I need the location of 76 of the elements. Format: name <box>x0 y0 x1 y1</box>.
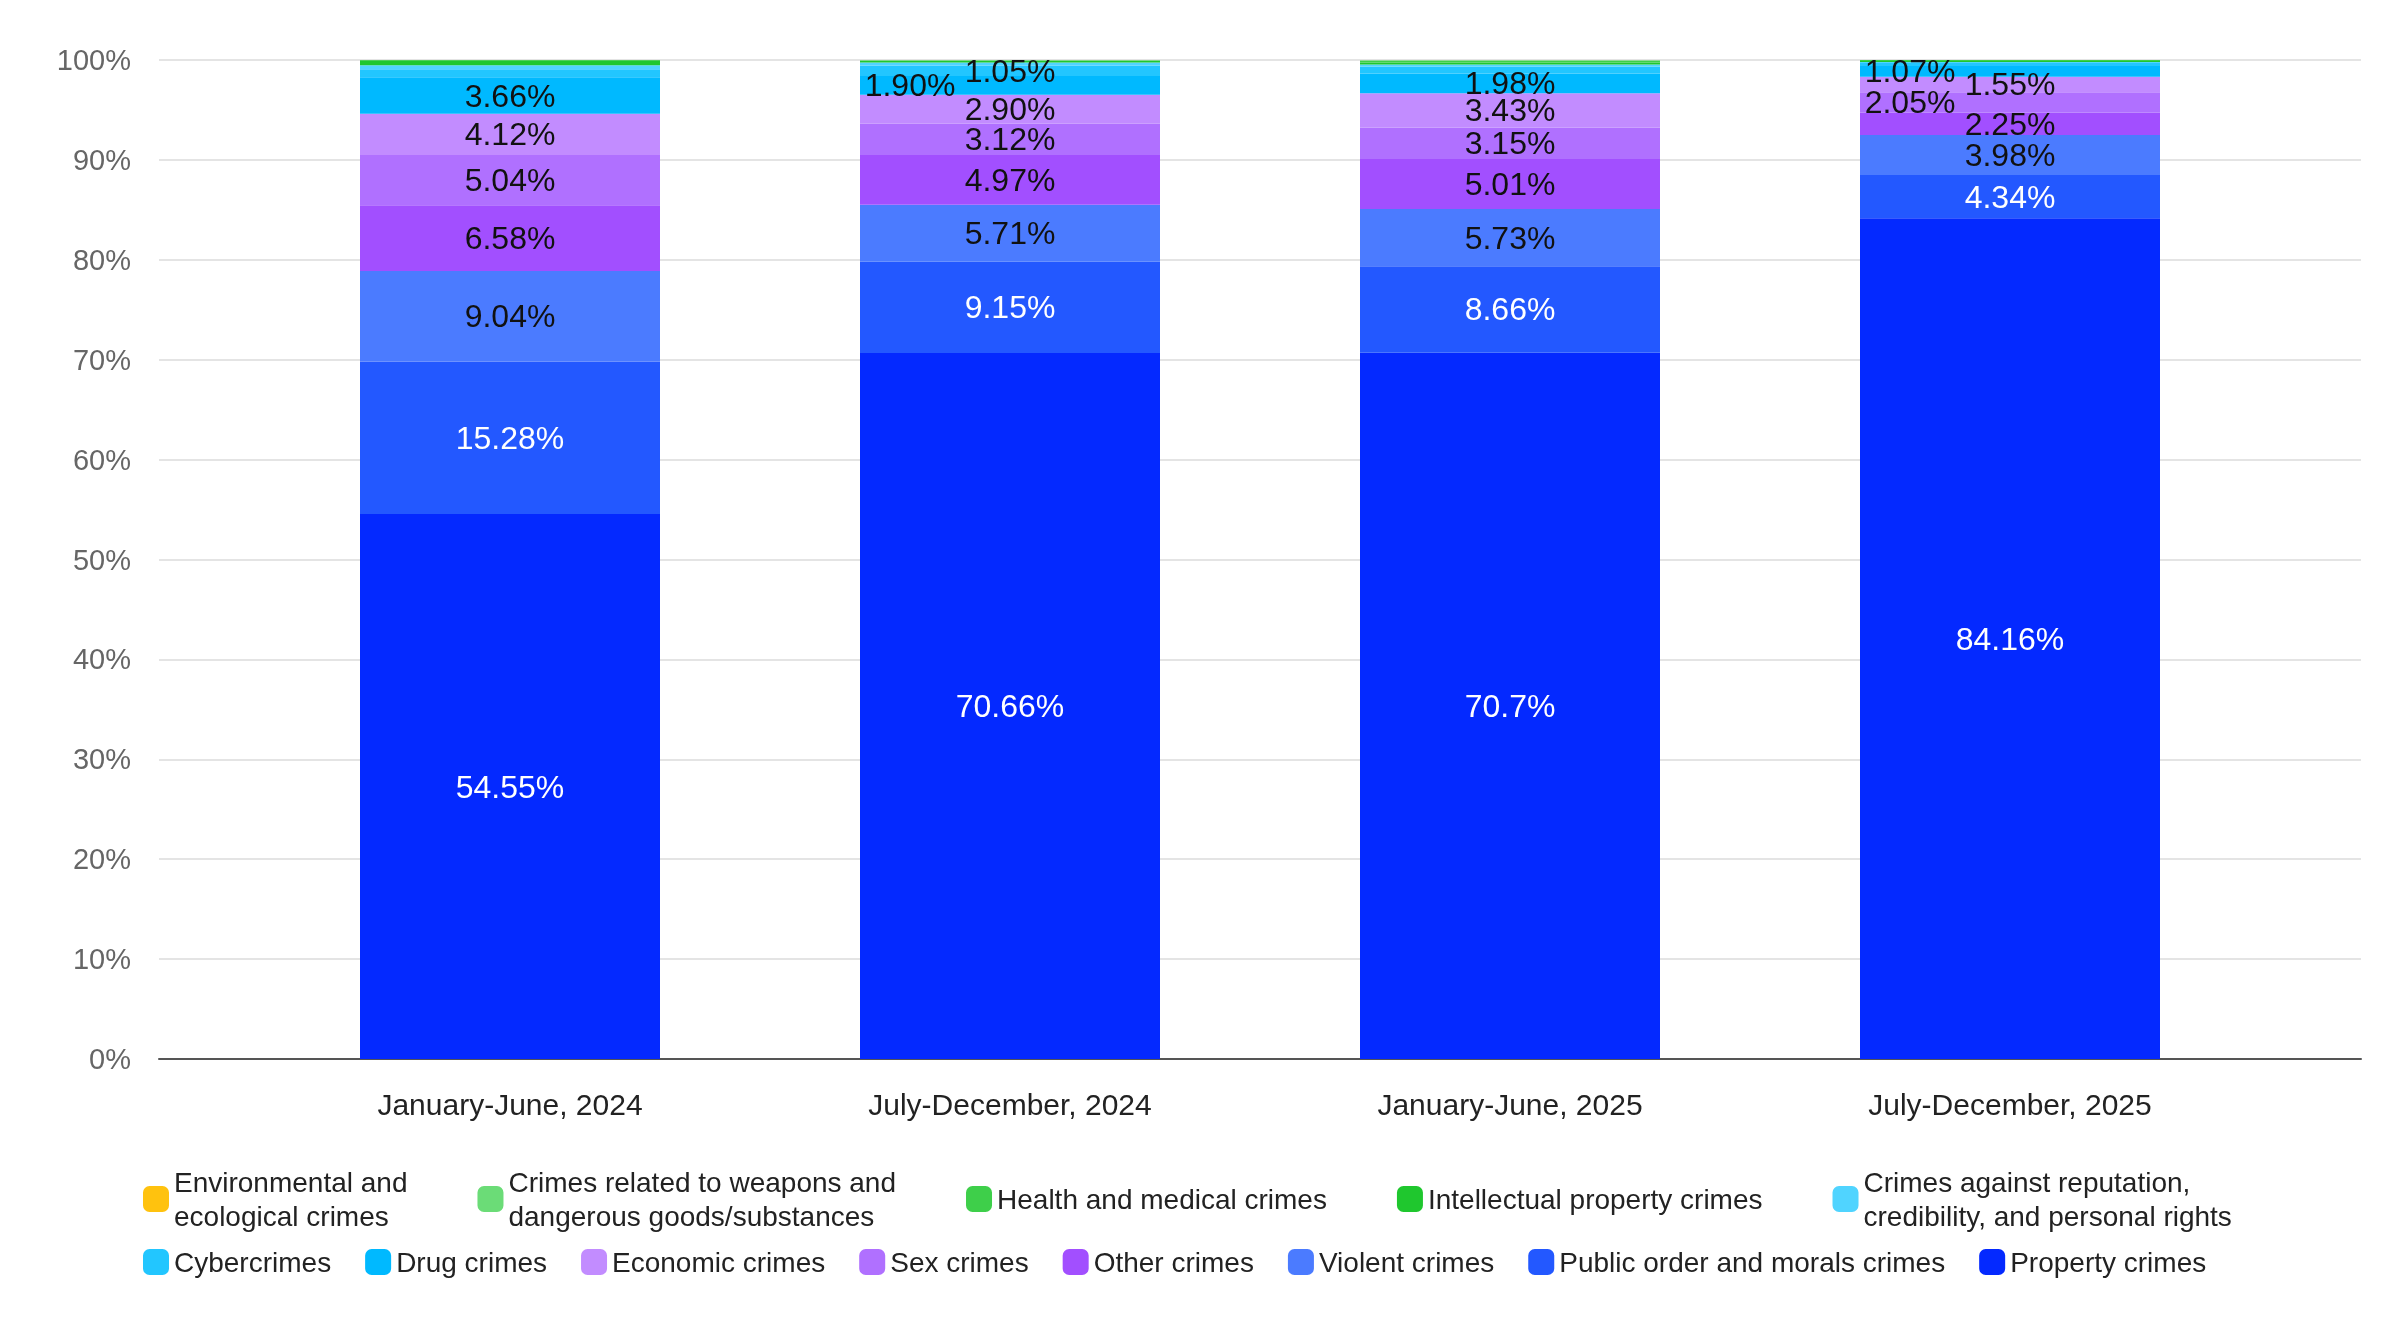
data-label: 1.05% <box>964 52 1056 89</box>
bar <box>360 65 660 70</box>
legend-label: Intellectual property crimes <box>1427 1183 1763 1215</box>
legend-label: Cybercrimes <box>174 1246 332 1278</box>
data-label: 70.66% <box>955 688 1065 725</box>
data-label: 3.15% <box>1464 125 1556 162</box>
legend-label: Drug crimes <box>396 1246 548 1278</box>
bar <box>860 353 1160 1059</box>
data-label: 5.73% <box>1464 219 1556 256</box>
legend-label: Crimes against reputation, credibility, and personal rights <box>1863 1166 2232 1232</box>
data-label: 4.12% <box>464 116 556 153</box>
legend-label: Sex crimes <box>890 1246 1029 1278</box>
legend-label: Violent crimes <box>1318 1246 1495 1278</box>
bar <box>860 155 1160 205</box>
bar <box>360 77 660 114</box>
bar <box>1860 135 2160 175</box>
legend-label: Environmental and ecological crimes <box>174 1166 408 1232</box>
bar <box>1360 66 1660 74</box>
bar <box>860 94 1160 124</box>
y-tick-label: 90% <box>72 143 131 176</box>
bar <box>360 205 660 272</box>
legend-label: Health and medical crimes <box>997 1183 1327 1215</box>
y-tick-label: 20% <box>72 843 131 876</box>
y-tick-label: 70% <box>72 343 131 376</box>
data-label: 8.66% <box>1464 291 1556 328</box>
x-tick-label: July-December, 2025 <box>1868 1087 2152 1121</box>
bar <box>1360 266 1660 353</box>
bar <box>360 271 660 362</box>
data-label: 4.34% <box>1964 178 2056 215</box>
bar <box>860 261 1160 354</box>
bar <box>1360 127 1660 159</box>
legend-label: Economic crimes <box>612 1246 826 1278</box>
y-tick-label: 100% <box>56 44 131 76</box>
data-label: 84.16% <box>1955 620 2065 657</box>
y-tick-label: 40% <box>72 643 131 676</box>
data-label: 5.71% <box>964 215 1056 252</box>
y-tick-label: 10% <box>72 943 131 976</box>
bar <box>1360 158 1660 209</box>
data-label: 3.66% <box>464 77 556 114</box>
y-tick-label: 80% <box>72 243 131 276</box>
y-tick-label: 30% <box>72 743 131 776</box>
bar <box>360 155 660 206</box>
data-label: 54.55% <box>455 768 565 805</box>
bar <box>1360 352 1660 1059</box>
data-label: 2.05% <box>1864 84 1956 121</box>
bar <box>360 113 660 155</box>
data-label: 1.55% <box>1964 66 2056 103</box>
bar <box>360 60 660 66</box>
legend-label: Other crimes <box>1093 1246 1254 1278</box>
y-tick-label: 50% <box>72 543 131 576</box>
bar <box>360 69 660 78</box>
data-label: 1.90% <box>864 67 956 104</box>
bar <box>1360 208 1660 267</box>
bar <box>1360 93 1660 128</box>
y-tick-label: 60% <box>72 443 131 476</box>
data-label: 4.97% <box>964 161 1056 198</box>
y-tick-label: 0% <box>89 1043 131 1075</box>
data-label: 5.04% <box>464 162 556 199</box>
data-label: 5.01% <box>1464 165 1556 202</box>
x-tick-label: January-June, 2025 <box>1377 1087 1643 1121</box>
bar <box>860 204 1160 262</box>
bar <box>860 123 1160 155</box>
data-label: 9.15% <box>964 289 1056 326</box>
bar <box>1860 174 2160 219</box>
data-label: 9.04% <box>464 298 556 335</box>
legend-label: Public order and morals crimes <box>1559 1246 1946 1278</box>
data-label: 70.7% <box>1464 687 1556 724</box>
bar <box>360 514 660 1059</box>
x-tick-label: July-December, 2024 <box>868 1087 1152 1121</box>
x-tick-label: January-June, 2024 <box>377 1087 643 1121</box>
bar <box>1860 218 2160 1059</box>
data-label: 15.28% <box>455 419 565 456</box>
bar <box>360 361 660 515</box>
legend-label: Crimes related to weapons and dangerous goods/substances <box>508 1166 897 1232</box>
data-label: 6.58% <box>464 220 556 257</box>
legend-label: Property crimes <box>2010 1246 2207 1278</box>
